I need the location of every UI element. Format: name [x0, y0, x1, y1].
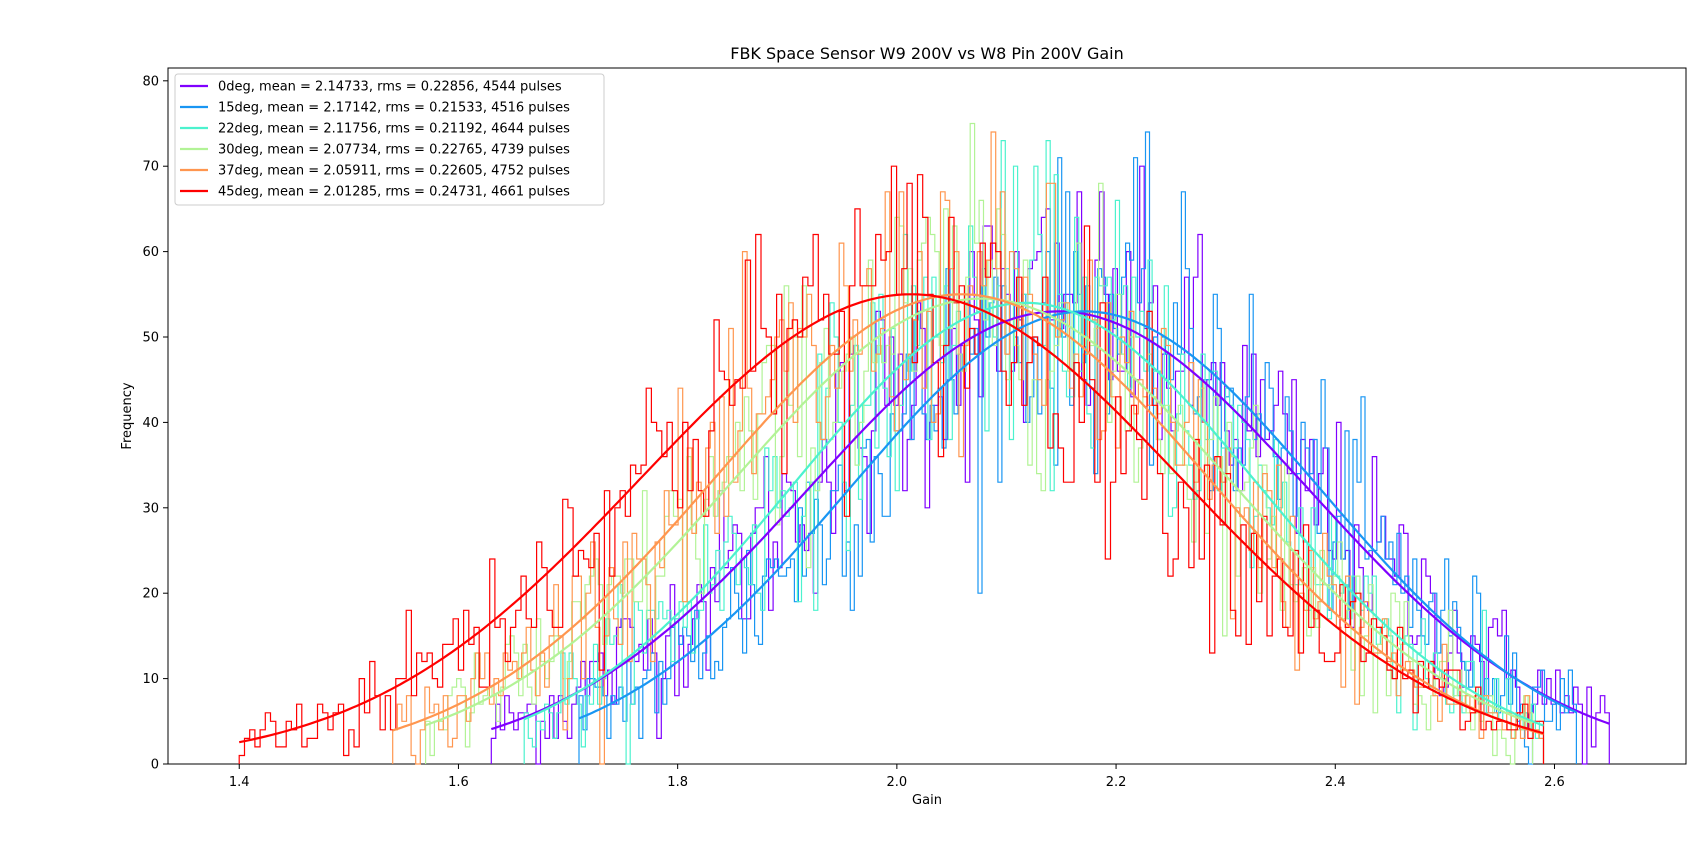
legend-label: 37deg, mean = 2.05911, rms = 0.22605, 47… — [218, 164, 570, 179]
chart-title: FBK Space Sensor W9 200V vs W8 Pin 200V … — [730, 44, 1124, 63]
x-tick-label: 1.6 — [448, 775, 469, 790]
fit-curve-series-5 — [238, 293, 1544, 744]
legend-label: 15deg, mean = 2.17142, rms = 0.21533, 45… — [218, 101, 570, 116]
legend-entries: 0deg, mean = 2.14733, rms = 0.22856, 454… — [180, 80, 570, 200]
y-tick-label: 10 — [142, 672, 159, 687]
y-tick-label: 40 — [142, 416, 159, 431]
fit-curve-layer — [238, 293, 1610, 744]
y-tick-label: 20 — [142, 587, 159, 602]
y-axis-label: Frequency — [120, 382, 135, 449]
x-tick-label: 2.2 — [1106, 775, 1127, 790]
x-axis-label: Gain — [912, 793, 942, 808]
fit-curve-series-1 — [578, 310, 1577, 720]
legend-label: 45deg, mean = 2.01285, rms = 0.24731, 46… — [218, 185, 570, 200]
histogram-layer — [238, 122, 1610, 765]
histogram-series-1 — [578, 131, 1577, 765]
fit-curve-series-0 — [490, 310, 1610, 731]
fit-curve-series-3 — [425, 297, 1533, 727]
x-tick-label: 2.6 — [1544, 775, 1565, 790]
axes-frame — [167, 67, 1687, 765]
histogram-series-0 — [490, 165, 1610, 765]
x-tick-label: 2.4 — [1325, 775, 1346, 790]
y-tick-label: 30 — [142, 501, 159, 516]
histogram-series-5 — [238, 165, 1545, 764]
legend-label: 0deg, mean = 2.14733, rms = 0.22856, 454… — [218, 80, 562, 95]
y-tick-label: 80 — [142, 74, 159, 89]
y-axis: 0 10 20 30 40 50 60 70 80 — [142, 74, 168, 773]
legend-label: 22deg, mean = 2.11756, rms = 0.21192, 46… — [218, 122, 570, 137]
legend: 0deg, mean = 2.14733, rms = 0.22856, 454… — [174, 73, 605, 206]
x-tick-label: 1.4 — [229, 775, 250, 790]
x-tick-label: 2.0 — [887, 775, 908, 790]
plot-area — [167, 67, 1687, 765]
legend-label: 30deg, mean = 2.07734, rms = 0.22765, 47… — [218, 143, 570, 158]
y-tick-label: 50 — [142, 331, 159, 346]
y-tick-label: 0 — [151, 758, 159, 773]
fit-curve-series-4 — [392, 293, 1544, 736]
legend-box — [174, 73, 605, 206]
x-tick-label: 1.8 — [667, 775, 688, 790]
x-axis: 1.4 1.6 1.8 2.0 2.2 2.4 2.6 — [229, 764, 1565, 790]
y-tick-label: 70 — [142, 160, 159, 175]
fit-curve-series-2 — [523, 301, 1544, 727]
y-tick-label: 60 — [142, 245, 159, 260]
